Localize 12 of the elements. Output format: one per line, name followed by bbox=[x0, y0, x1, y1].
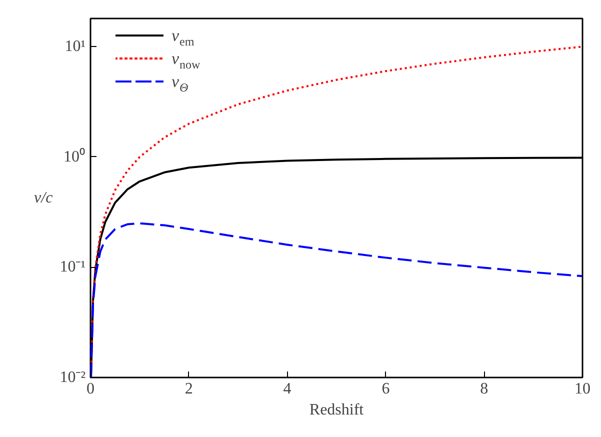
y-tick-label: 10⁰ bbox=[64, 147, 86, 166]
x-tick-label: 0 bbox=[86, 380, 94, 398]
y-tick-label: 10¹ bbox=[64, 38, 86, 56]
x-tick-label: 10 bbox=[574, 380, 590, 398]
y-tick-label: 10⁻² bbox=[60, 369, 86, 386]
x-tick-label: 6 bbox=[382, 380, 390, 398]
y-tick-label: 10⁻¹ bbox=[60, 258, 86, 276]
x-tick-label: 8 bbox=[480, 380, 488, 398]
y-axis-title: v/c bbox=[34, 190, 53, 206]
x-axis-title: Redshift bbox=[309, 402, 364, 418]
x-tick-label: 2 bbox=[184, 380, 193, 398]
x-tick-label: 4 bbox=[283, 380, 292, 398]
